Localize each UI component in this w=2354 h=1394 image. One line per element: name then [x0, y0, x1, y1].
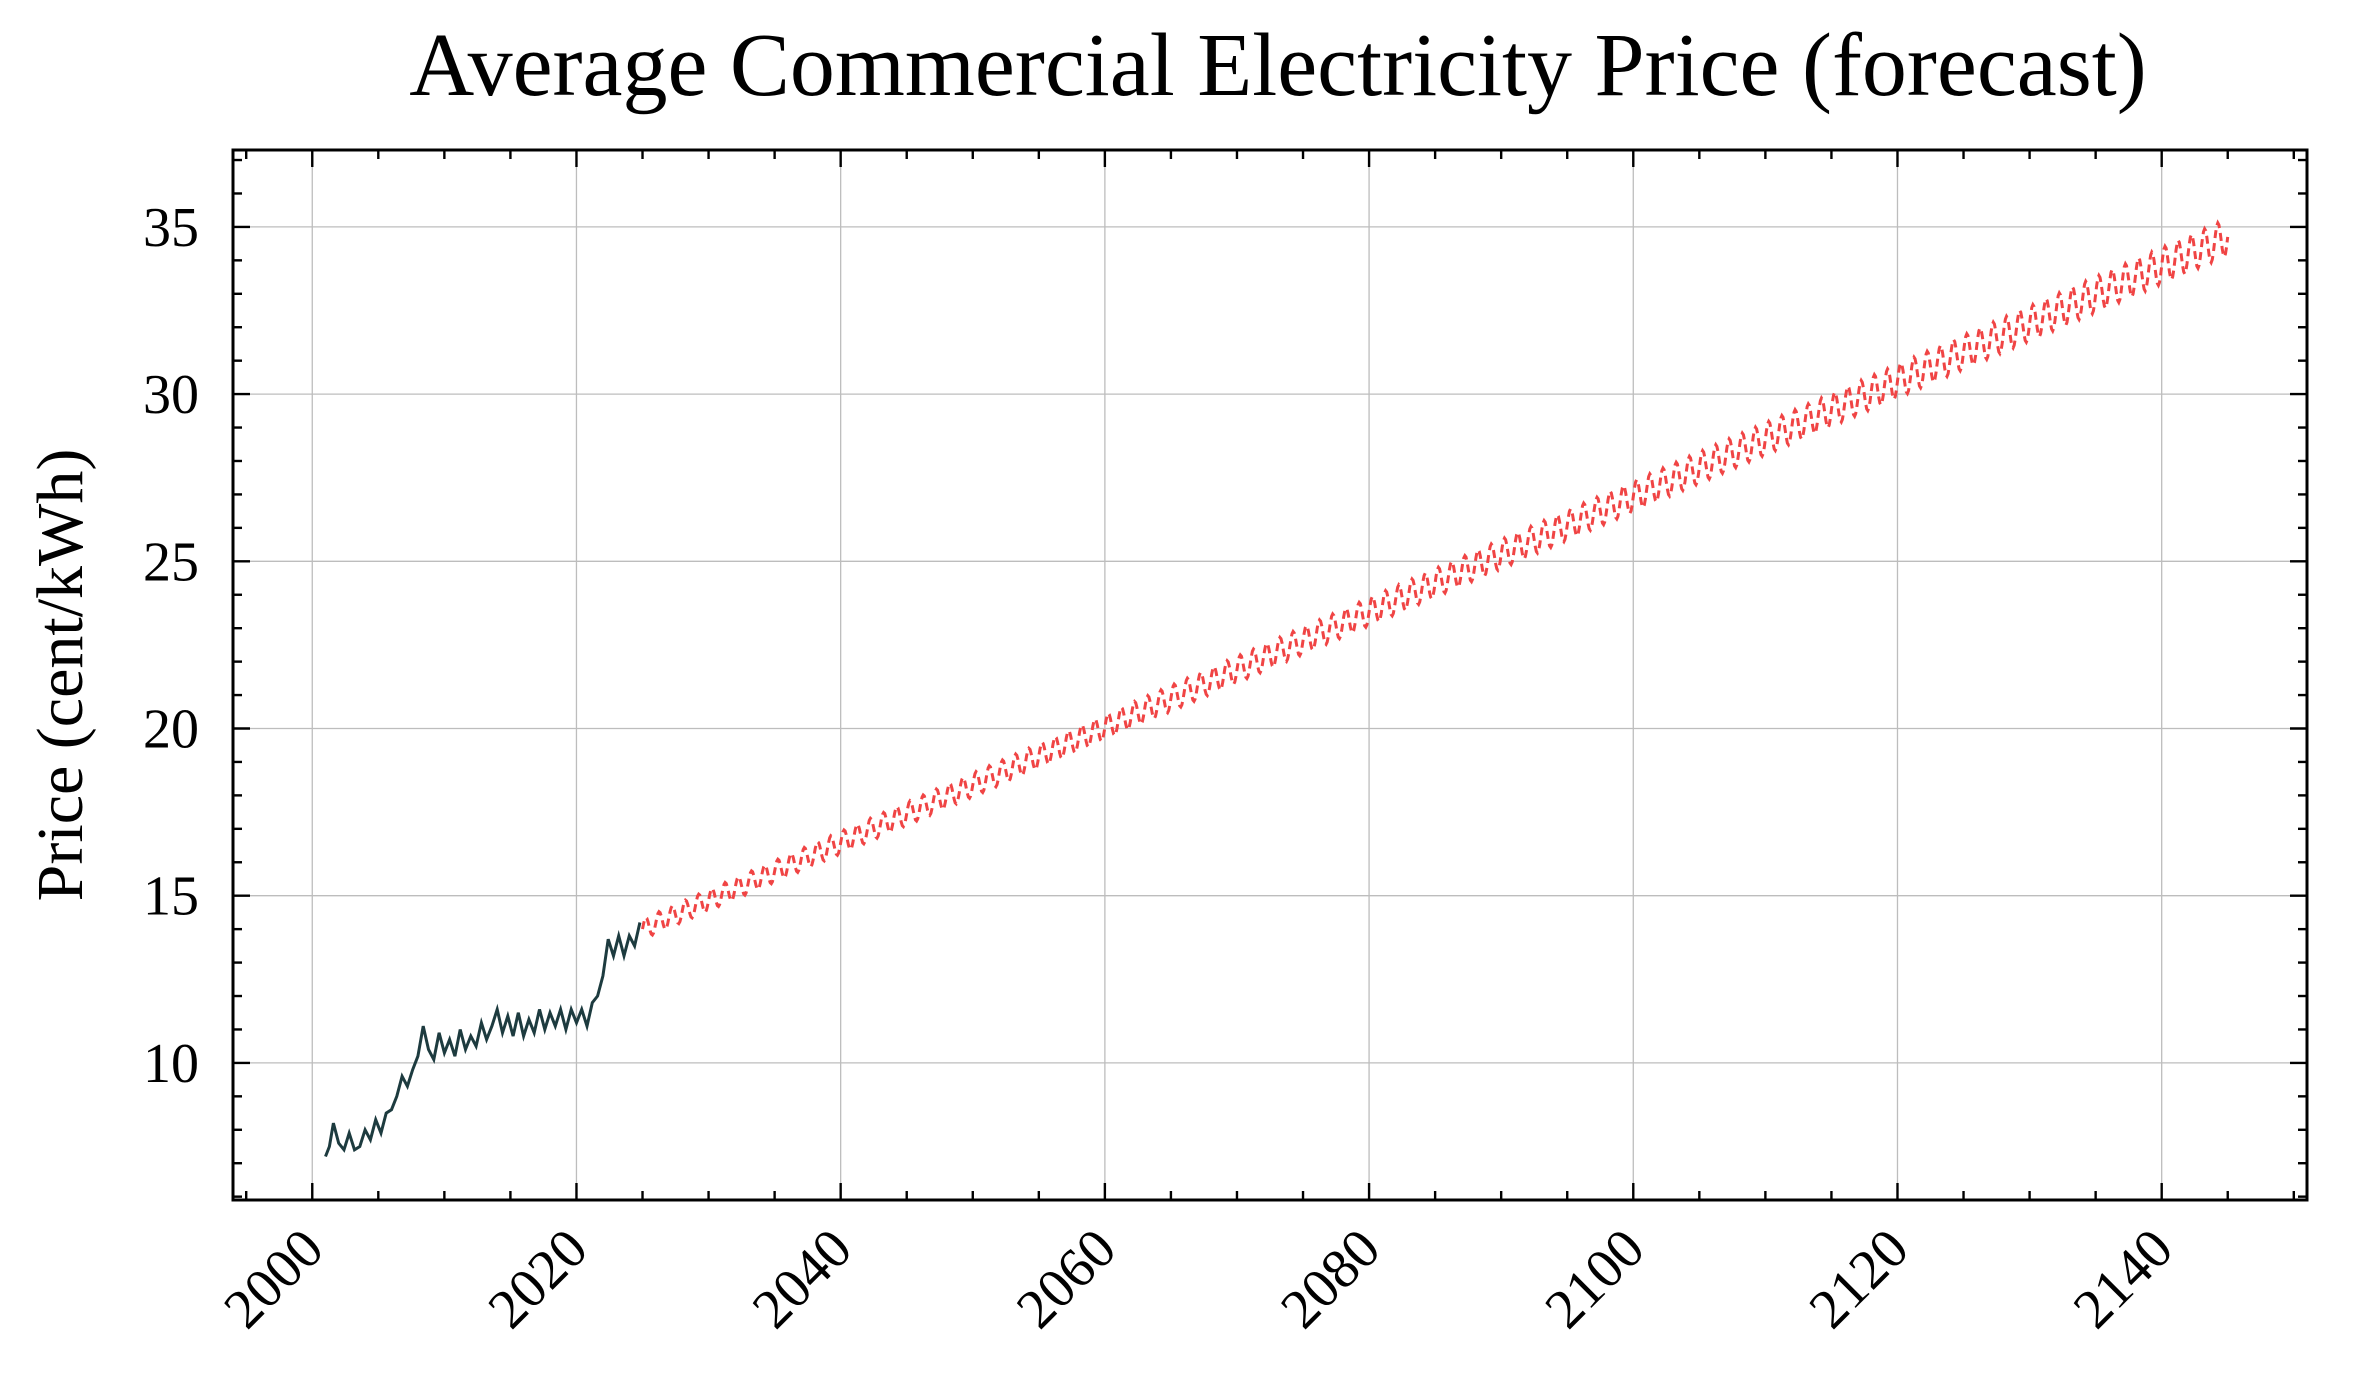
x-tick-label: 2040	[741, 1217, 864, 1340]
x-tick-label: 2140	[2062, 1217, 2185, 1340]
x-tick-labels: 2000 2020 2040 2060 2080 2100 2120 2140	[212, 1217, 2184, 1340]
x-tick-label: 2120	[1798, 1217, 1921, 1340]
x-tick-label: 2100	[1533, 1217, 1656, 1340]
x-tick-label: 2020	[477, 1217, 600, 1340]
series-layer	[324, 219, 2230, 1158]
forecast-series-line	[641, 219, 2230, 938]
y-tick-label: 35	[143, 197, 199, 259]
plot-frame	[231, 148, 2309, 1202]
y-tick-label: 25	[143, 531, 199, 593]
y-tick-label: 15	[143, 866, 199, 928]
y-axis-label: Price (cent/kWh)	[24, 449, 97, 902]
x-tick-label: 2080	[1269, 1217, 1392, 1340]
y-tick-labels: 10 15 20 25 30 35	[143, 197, 199, 1095]
y-tick-label: 10	[143, 1033, 199, 1095]
chart-title: Average Commercial Electricity Price (fo…	[409, 16, 2146, 115]
historical-series-line	[324, 922, 642, 1158]
x-tick-label: 2000	[212, 1217, 335, 1340]
y-tick-label: 30	[143, 364, 199, 426]
axis-ticks	[233, 150, 2307, 1200]
x-tick-label: 2060	[1005, 1217, 1128, 1340]
y-tick-label: 20	[143, 699, 199, 761]
gridlines	[233, 150, 2307, 1200]
